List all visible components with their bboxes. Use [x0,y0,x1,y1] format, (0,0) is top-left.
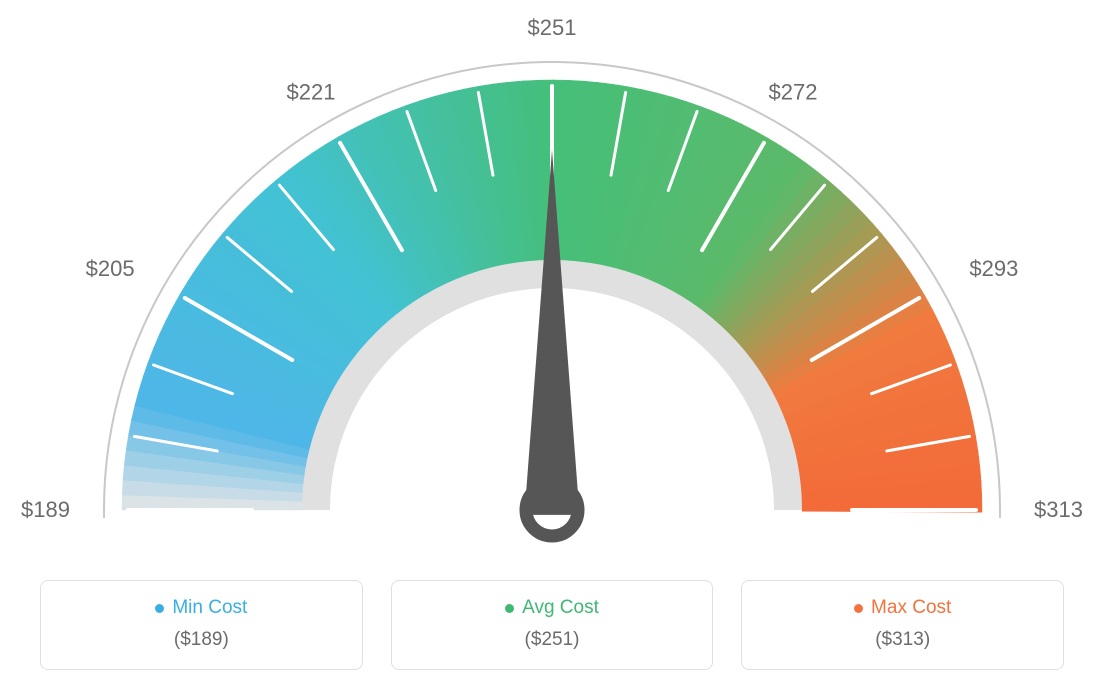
gauge-tick-label: $205 [86,256,135,281]
legend-card-max: Max Cost ($313) [741,580,1064,670]
legend-label-avg: Avg Cost [522,597,599,619]
legend-value-min: ($189) [41,629,362,651]
legend-title-min: Min Cost [155,597,247,619]
legend-label-max: Max Cost [871,597,951,619]
legend-dot-avg [505,604,514,613]
gauge-chart-container: $189 $205 $221 $251 $272 $293 $313 Min Cost ($… [0,0,1104,690]
gauge-svg: $189 $205 $221 $251 $272 $293 $313 [0,0,1104,560]
gauge-area: $189 $205 $221 $251 $272 $293 $313 [0,0,1104,560]
gauge-tick-label: $293 [969,256,1018,281]
legend-label-min: Min Cost [172,597,247,619]
legend-title-max: Max Cost [854,597,951,619]
gauge-tick-label: $313 [1034,497,1083,522]
legend-value-max: ($313) [742,629,1063,651]
gauge-tick-label: $251 [528,15,577,40]
legend-dot-min [155,604,164,613]
legend-value-avg: ($251) [392,629,713,651]
legend-row: Min Cost ($189) Avg Cost ($251) Max Cost… [0,580,1104,670]
legend-dot-max [854,604,863,613]
gauge-tick-label: $189 [21,497,70,522]
legend-card-min: Min Cost ($189) [40,580,363,670]
gauge-tick-label: $221 [287,80,336,105]
legend-title-avg: Avg Cost [505,597,599,619]
legend-card-avg: Avg Cost ($251) [391,580,714,670]
gauge-tick-label: $272 [769,80,818,105]
